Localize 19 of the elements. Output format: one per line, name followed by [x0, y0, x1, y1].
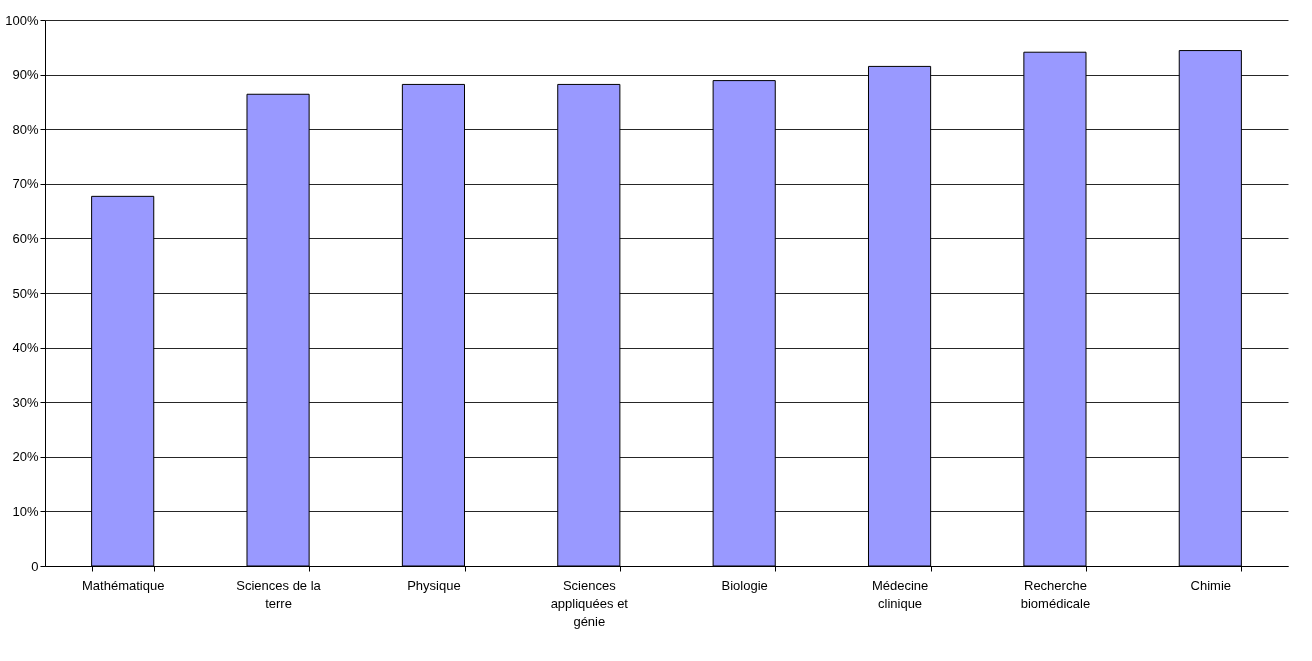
x-tick-label: Recherche biomédicale	[1020, 577, 1091, 611]
y-tick-label: 10%	[12, 503, 39, 519]
y-tick-label: 80%	[12, 121, 39, 137]
y-tick-label: 40%	[12, 340, 39, 356]
x-tick-label: Sciences de la terre	[236, 577, 322, 611]
x-tick-label: Chimie	[1190, 577, 1232, 593]
y-tick-label: 20%	[12, 449, 39, 465]
y-tick-label: 60%	[12, 230, 39, 246]
x-tick-label: Mathématique	[81, 577, 165, 593]
y-tick-label: 70%	[12, 176, 39, 192]
x-tick-label: Biologie	[721, 577, 768, 593]
x-tick-label: Sciences appliquées et génie	[550, 577, 629, 629]
y-tick-label: 100%	[5, 12, 39, 28]
y-tick-label: 50%	[12, 285, 39, 301]
y-tick-label: 90%	[12, 67, 39, 83]
x-tick-label: Physique	[407, 577, 461, 593]
y-tick-label: 30%	[12, 394, 39, 410]
y-tick-label: 0	[31, 558, 39, 574]
x-tick-label: Médecine clinique	[871, 577, 929, 611]
